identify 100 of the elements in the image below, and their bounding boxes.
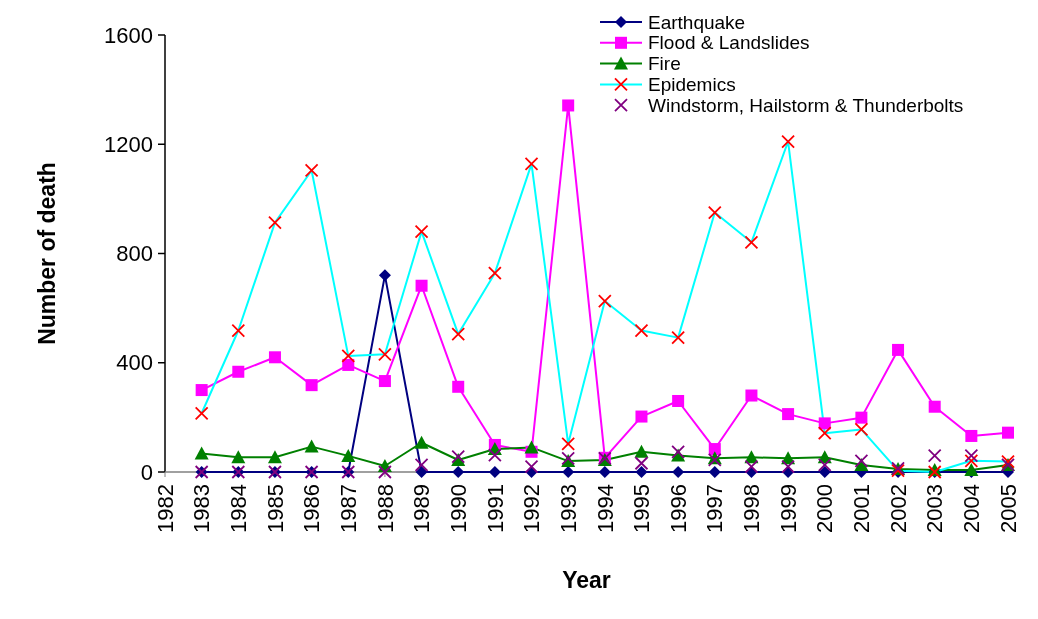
point [635,410,648,423]
point [452,380,465,393]
point [597,294,612,308]
point [964,453,979,468]
x-tick-label: 1990 [445,484,471,533]
x-tick-label: 1995 [629,484,655,533]
point [671,444,686,459]
point [304,163,319,178]
point [487,448,502,462]
point [1002,426,1014,439]
point [562,99,575,112]
point [451,327,466,341]
point [781,134,795,149]
x-tick-label: 2002 [885,484,911,533]
point [671,330,686,345]
y-tick-label: 0 [140,459,153,485]
legend-label: Flood & Landslides [648,32,810,54]
x-tick-label: 1988 [372,484,398,533]
point [817,458,832,472]
x-tick-label: 1985 [262,484,288,533]
x-tick-label: 1996 [665,484,691,533]
point [892,343,905,356]
x-tick-label: 1998 [739,484,765,533]
legend-label: Earthquake [648,11,746,33]
x-tick-label: 1994 [592,484,618,533]
y-tick-label: 1600 [104,22,153,48]
point [414,458,429,472]
point [195,384,208,397]
x-tick-label: 2004 [959,484,985,533]
point [634,456,649,471]
legend-label: Fire [648,53,681,75]
point [304,439,319,453]
x-tick-label: 2001 [849,484,875,533]
point [524,157,539,171]
point [194,446,209,460]
point [267,450,282,464]
point [965,429,978,442]
x-tick-label: 1999 [775,484,801,533]
point [231,323,246,338]
point [927,448,942,463]
point [341,349,356,363]
point [782,408,795,421]
y-axis-title: Number of death [34,162,60,345]
x-tick-label: 2000 [812,484,838,533]
point [744,235,759,250]
y-tick-label: 800 [116,241,153,267]
point [635,466,648,478]
x-tick-label: 1984 [226,484,251,533]
y-tick-label: 1200 [104,131,153,157]
point [855,411,868,424]
point [781,459,795,474]
point [268,215,282,230]
point [672,394,685,407]
point [414,224,429,239]
point [561,436,576,451]
point [707,205,722,220]
x-tick-label: 1983 [189,484,215,533]
point [487,266,502,281]
point [817,426,832,441]
point [231,450,246,464]
point [524,440,539,454]
point [818,417,831,430]
point [378,347,392,362]
x-tick-label: 1987 [335,484,361,533]
x-tick-label: 2003 [922,484,948,533]
x-tick-label: 1993 [555,484,581,533]
point [634,323,649,338]
point [708,466,721,478]
point [744,459,759,474]
point [414,435,429,449]
point [524,459,539,474]
point [378,375,391,388]
point [305,379,318,392]
y-tick-label: 400 [116,350,153,376]
point [194,406,209,421]
point [415,466,428,478]
point [928,400,941,413]
point [415,279,428,292]
point [232,365,245,378]
x-tick-label: 1992 [519,484,545,533]
x-tick-label: 1986 [299,484,325,533]
point [268,351,281,364]
x-axis-title: Year [562,567,611,593]
x-tick-label: 1982 [152,484,178,533]
point [708,443,721,456]
x-tick-label: 1991 [482,484,508,533]
point [634,444,649,458]
x-tick-label: 2005 [995,484,1021,533]
point [745,389,758,402]
point [341,448,356,462]
legend-label: Windstorm, Hailstorm & Thunderbolts [648,94,964,116]
point [854,422,869,437]
x-tick-label: 1989 [409,484,435,533]
legend-label: Epidemics [648,74,736,96]
point [818,466,831,478]
point [342,358,355,371]
point [378,465,392,479]
point [854,453,869,468]
point [964,448,979,463]
x-tick-label: 1997 [702,484,728,533]
